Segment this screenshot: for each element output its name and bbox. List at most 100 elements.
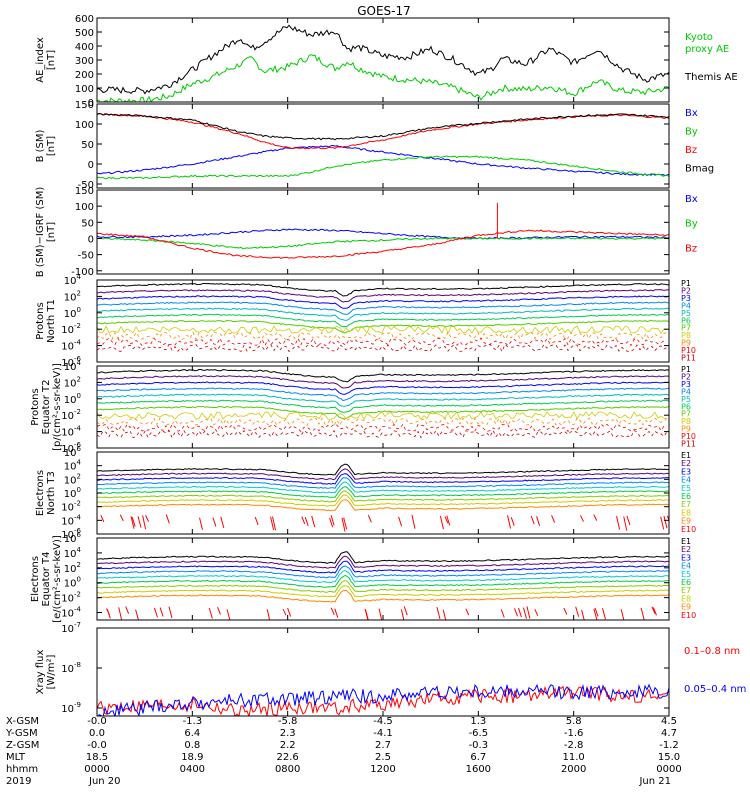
legend-p6: P6 (681, 402, 691, 411)
x-axis-value: -0.0 (87, 740, 107, 751)
channel-e10 (145, 514, 150, 522)
y-axis-label: [p/(cm²-s-sr-keV)] (52, 363, 63, 451)
channel-e10 (436, 607, 441, 619)
y-axis-label: [nT] (46, 222, 57, 242)
legend-p2: P2 (681, 286, 691, 295)
panel-frame (96, 189, 670, 275)
channel-e10 (663, 515, 668, 529)
x-axis-value: 5.8 (566, 716, 582, 727)
channel-e10 (137, 516, 142, 528)
x-axis-value: 2.3 (280, 728, 296, 739)
legend-p5: P5 (681, 395, 691, 404)
y-tick-label: 600 (75, 14, 94, 25)
legend-p4: P4 (681, 387, 691, 396)
channel-e10 (329, 517, 334, 528)
series-line-0-05-0-4-nm (97, 683, 669, 716)
channel-e10 (365, 609, 369, 620)
channel-p3 (97, 295, 669, 309)
y-tick-label: 102 (64, 289, 81, 303)
channel-e10 (254, 516, 259, 526)
channel-e10 (536, 516, 541, 526)
channel-e10 (311, 515, 316, 528)
channel-e2 (97, 555, 669, 569)
legend-entry: By (685, 219, 698, 230)
channel-e10 (330, 515, 335, 526)
y-tick-label: -100 (71, 267, 94, 278)
channel-e10 (444, 516, 449, 524)
y-tick-label: 400 (75, 42, 94, 53)
x-axis-value: 0400 (180, 764, 205, 775)
legend-entry: Themis AE (684, 72, 738, 83)
channel-e10 (282, 608, 287, 616)
channel-e10 (446, 515, 451, 526)
series-line-by (97, 155, 669, 180)
x-axis-value: -5.8 (278, 716, 298, 727)
channel-e10 (272, 516, 277, 531)
channel-e10 (660, 516, 665, 530)
legend-p10: P10 (681, 346, 696, 355)
x-axis-row-label: hhmm (6, 764, 38, 775)
panel-3-data (97, 202, 669, 259)
y-axis-label: [e/(cm²-s-sr-keV)] (52, 535, 63, 623)
x-axis-value: Jun 21 (638, 776, 671, 787)
channel-e5 (97, 570, 669, 584)
channel-e10 (530, 515, 535, 525)
x-axis-value: 0800 (275, 764, 300, 775)
legend-e5: E5 (681, 484, 691, 493)
legend-p7: P7 (681, 324, 691, 333)
channel-e10 (465, 608, 470, 616)
series-line-0-1-0-8-nm (97, 685, 669, 716)
series-line-bmag (97, 112, 669, 141)
legend-e1: E1 (681, 451, 691, 460)
channel-e10 (330, 607, 335, 616)
channel-p6 (97, 313, 669, 328)
panel-frame (96, 103, 670, 189)
channel-e8 (97, 494, 669, 507)
y-tick-label: 102 (64, 375, 81, 389)
series-line-by (97, 237, 669, 250)
channel-e10 (199, 517, 203, 530)
legend-entry: Bz (685, 145, 697, 156)
x-axis-value: 22.6 (277, 752, 299, 763)
channel-e10 (226, 609, 231, 620)
y-axis-label: Equator T2 (41, 380, 52, 435)
channel-e10 (168, 606, 173, 619)
y-axis-label: Protons (30, 388, 41, 425)
channel-e7 (97, 490, 669, 503)
legend-e7: E7 (681, 500, 691, 509)
y-tick-label: 0 (88, 234, 94, 245)
y-tick-label: 100 (75, 84, 94, 95)
y-tick-label: 100 (64, 306, 81, 320)
channel-p5 (97, 307, 669, 321)
series-line-bz (97, 112, 669, 150)
x-axis-value: 11.0 (563, 752, 585, 763)
channel-e10 (159, 607, 164, 617)
y-axis-label: [nT] (46, 136, 57, 156)
channel-e10 (301, 516, 306, 525)
legend-e4: E4 (681, 476, 691, 485)
y-tick-label: 50 (81, 140, 94, 151)
y-tick-label: 10-4 (61, 339, 81, 353)
channel-p8 (97, 411, 668, 421)
y-tick-label: 106 (64, 531, 82, 545)
legend-entry: Bmag (685, 164, 714, 175)
series-line-bz (97, 229, 669, 259)
legend-p3: P3 (681, 294, 691, 303)
channel-p11 (97, 429, 668, 439)
y-tick-label: 0 (88, 160, 94, 171)
channel-p2 (97, 375, 669, 389)
panel-frame (96, 537, 670, 621)
y-tick-label: 104 (64, 359, 82, 373)
x-axis-row-label: 2019 (6, 776, 31, 787)
channel-e10 (551, 515, 556, 523)
channel-e10 (334, 608, 339, 618)
channel-e10 (411, 514, 416, 529)
y-axis-label: Protons (35, 302, 46, 339)
channel-e10 (640, 607, 645, 620)
y-tick-label: 10-4 (61, 606, 81, 620)
legend-e9: E9 (681, 517, 691, 526)
y-tick-label: 100 (64, 392, 81, 406)
